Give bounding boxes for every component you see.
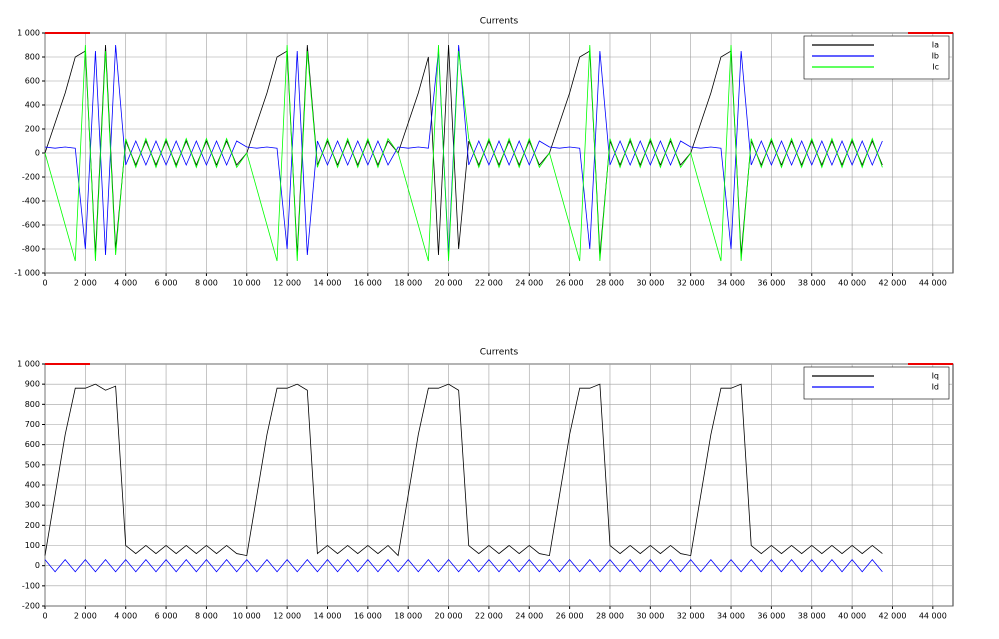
chart-title: Currents: [480, 348, 519, 358]
x-tick-label: 34 000: [717, 612, 745, 621]
y-tick-label: 1 000: [17, 360, 40, 369]
x-tick-label: 40 000: [838, 612, 866, 621]
x-tick-label: 30 000: [636, 279, 664, 288]
y-tick-label: -800: [22, 245, 40, 254]
legend-label: Ic: [932, 63, 939, 72]
y-tick-label: -600: [22, 221, 40, 230]
y-tick-label: 300: [25, 501, 40, 510]
x-tick-label: 28 000: [596, 279, 624, 288]
legend-label: Ib: [932, 52, 939, 61]
y-tick-label: 700: [25, 420, 40, 429]
x-tick-label: 6 000: [155, 279, 178, 288]
x-tick-label: 10 000: [233, 612, 261, 621]
x-tick-label: 22 000: [475, 279, 503, 288]
x-tick-label: 26 000: [556, 612, 584, 621]
x-tick-label: 30 000: [636, 612, 664, 621]
y-tick-label: -200: [22, 173, 40, 182]
legend-label: Id: [932, 383, 939, 392]
y-tick-label: 0: [35, 561, 40, 570]
x-tick-label: 14 000: [313, 279, 341, 288]
y-tick-label: 800: [25, 53, 40, 62]
x-tick-label: 8 000: [195, 279, 218, 288]
series-line: [44, 44, 883, 256]
y-tick-label: 900: [25, 380, 40, 389]
x-tick-label: 36 000: [757, 279, 785, 288]
x-tick-label: 44 000: [919, 612, 947, 621]
x-tick-label: 22 000: [475, 612, 503, 621]
x-tick-label: 32 000: [677, 612, 705, 621]
legend: Ia Ib Ic: [803, 35, 950, 80]
x-tick-label: 10 000: [233, 279, 261, 288]
y-tick-label: 600: [25, 440, 40, 449]
y-tick-label: 200: [25, 125, 40, 134]
x-tick-label: 40 000: [838, 279, 866, 288]
x-tick-label: 32 000: [677, 279, 705, 288]
x-tick-label: 12 000: [273, 612, 301, 621]
x-tick-label: 14 000: [313, 612, 341, 621]
x-tick-label: 0: [42, 612, 47, 621]
y-tick-label: 1 000: [17, 29, 40, 38]
x-tick-label: 16 000: [354, 612, 382, 621]
x-tick-label: 44 000: [919, 279, 947, 288]
x-tick-label: 42 000: [878, 279, 906, 288]
x-tick-label: 4 000: [114, 612, 137, 621]
x-tick-label: 36 000: [757, 612, 785, 621]
x-tick-label: 8 000: [195, 612, 218, 621]
series-line: [44, 558, 883, 573]
y-tick-label: 400: [25, 481, 40, 490]
y-tick-label: -100: [22, 581, 40, 590]
x-tick-label: 4 000: [114, 279, 137, 288]
y-tick-label: -200: [22, 602, 40, 611]
series-line: [44, 383, 883, 557]
y-tick-label: 600: [25, 77, 40, 86]
x-tick-label: 38 000: [798, 612, 826, 621]
legend-box: [803, 35, 950, 80]
series-line: [44, 44, 883, 262]
x-tick-label: 20 000: [435, 279, 463, 288]
legend-label: Ia: [932, 41, 939, 50]
x-tick-label: 6 000: [155, 612, 178, 621]
x-tick-label: 2 000: [74, 612, 97, 621]
x-tick-label: 26 000: [556, 279, 584, 288]
y-tick-label: 100: [25, 541, 40, 550]
chart-title: Currents: [480, 17, 519, 27]
legend: Iq Id: [803, 366, 950, 400]
x-tick-label: 18 000: [394, 279, 422, 288]
y-tick-label: -400: [22, 197, 40, 206]
x-tick-label: 42 000: [878, 612, 906, 621]
y-tick-label: 0: [35, 149, 40, 158]
y-tick-label: -1 000: [14, 269, 40, 278]
x-tick-label: 20 000: [435, 612, 463, 621]
x-tick-label: 34 000: [717, 279, 745, 288]
y-tick-label: 500: [25, 460, 40, 469]
x-tick-label: 38 000: [798, 279, 826, 288]
x-tick-label: 24 000: [515, 612, 543, 621]
x-tick-label: 12 000: [273, 279, 301, 288]
x-tick-label: 28 000: [596, 612, 624, 621]
legend-box: [803, 366, 950, 400]
x-tick-label: 18 000: [394, 612, 422, 621]
x-tick-label: 16 000: [354, 279, 382, 288]
legend-label: Iq: [932, 372, 939, 381]
y-tick-label: 400: [25, 101, 40, 110]
x-tick-label: 0: [42, 279, 47, 288]
x-tick-label: 2 000: [74, 279, 97, 288]
y-tick-label: 200: [25, 521, 40, 530]
x-tick-label: 24 000: [515, 279, 543, 288]
y-tick-label: 800: [25, 400, 40, 409]
